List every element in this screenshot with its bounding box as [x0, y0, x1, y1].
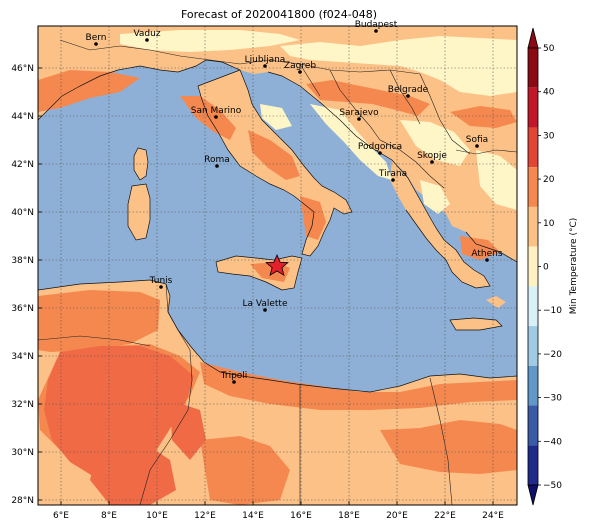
city-label: La Valette	[243, 299, 288, 309]
colorbar-tick-label: 0	[543, 263, 549, 273]
lat-tick-label: 42°N	[11, 160, 34, 170]
lon-tick-label: 24°E	[482, 511, 504, 521]
city-dot	[263, 308, 267, 312]
lat-tick-label: 38°N	[11, 256, 34, 266]
colorbar-extend-top	[527, 27, 539, 49]
lat-tick-label: 28°N	[11, 496, 34, 506]
city-dot	[357, 117, 361, 121]
city-label: Athens	[471, 249, 502, 259]
colorbar-segment	[528, 87, 538, 128]
city-label: Skopje	[417, 151, 447, 161]
map-frame	[37, 25, 518, 506]
city-label: Sarajevo	[339, 108, 379, 118]
graticule	[38, 26, 517, 505]
colorbar-tick-label: 50	[543, 44, 555, 54]
colorbar-tick-label: −50	[543, 481, 562, 491]
lon-tick-label: 10°E	[146, 511, 168, 521]
map-area	[38, 26, 517, 505]
city-label: Belgrade	[388, 85, 429, 95]
city-dot	[263, 64, 267, 68]
colorbar-tick-label: 10	[543, 219, 555, 229]
colorbar-segment	[528, 246, 538, 287]
longitude-labels: 6°E 8°E 10°E 12°E 14°E 16°E 18°E 20°E 22°E 24°E	[53, 501, 504, 521]
colorbar-tick-label: −40	[543, 437, 562, 447]
city-dot	[94, 42, 98, 46]
colorbar-extend-bottom	[527, 484, 539, 506]
colorbar-segment	[528, 445, 538, 485]
latitude-labels: 46°N 44°N 42°N 40°N 38°N 36°N 34°N 32°N 30°N 28°N	[11, 64, 42, 506]
colorbar-tick-label: −10	[543, 306, 562, 316]
city-dot	[232, 380, 236, 384]
city-dot	[378, 151, 382, 155]
lon-tick-label: 14°E	[242, 511, 264, 521]
lat-tick-label: 34°N	[11, 352, 34, 362]
colorbar-tick-label: 30	[543, 131, 555, 141]
lon-tick-label: 12°E	[194, 511, 216, 521]
lat-tick-label: 30°N	[11, 448, 34, 458]
city-dot	[374, 29, 378, 33]
city-label: Zagreb	[284, 61, 316, 71]
lon-tick-label: 16°E	[290, 511, 312, 521]
city-dot	[215, 164, 219, 168]
city-label: Bern	[86, 33, 107, 43]
city-dot	[485, 258, 489, 262]
colorbar-segment	[528, 286, 538, 327]
city-dot	[430, 160, 434, 164]
colorbar-tick-label: −20	[543, 350, 562, 360]
greece-land	[390, 160, 490, 288]
aegean-island	[486, 296, 506, 308]
lon-tick-label: 18°E	[338, 511, 360, 521]
colorbar-segment	[528, 127, 538, 168]
colorbar-segment	[528, 48, 538, 88]
colorbar-segment	[528, 206, 538, 247]
city-label: Budapest	[355, 20, 398, 30]
colorbar-segment	[528, 405, 538, 446]
city-dot	[475, 144, 479, 148]
lon-tick-label: 22°E	[434, 511, 456, 521]
lon-tick-label: 8°E	[101, 511, 117, 521]
city-label: Podgorica	[358, 142, 402, 152]
lon-tick-label: 20°E	[386, 511, 408, 521]
country-borders	[38, 39, 517, 505]
colorbar-tick-label: −30	[543, 394, 562, 404]
colorbar-segment	[528, 326, 538, 366]
city-dot	[214, 115, 218, 119]
city-label: Tunis	[149, 276, 173, 286]
city-label: Tripoli	[220, 371, 248, 381]
map-title: Forecast of 2020041800 (f024-048)	[181, 8, 377, 21]
sardinia-land	[128, 184, 150, 240]
lat-tick-label: 40°N	[11, 208, 34, 218]
city-dot	[145, 38, 149, 42]
colorbar-tick-label: 20	[543, 175, 555, 185]
city-dot	[406, 94, 410, 98]
city-label: Roma	[204, 155, 230, 165]
coastlines	[38, 59, 517, 393]
city-label: Vaduz	[133, 29, 160, 39]
temperature-band-30-40	[44, 346, 206, 505]
crete-land	[450, 318, 502, 330]
colorbar-segment	[528, 167, 538, 207]
city-dot	[391, 178, 395, 182]
city-dot	[298, 70, 302, 74]
city-label: Ljubljana	[245, 55, 286, 65]
lat-tick-label: 32°N	[11, 400, 34, 410]
city-dot	[159, 285, 163, 289]
lon-tick-label: 6°E	[53, 511, 69, 521]
colorbar-segment	[528, 365, 538, 406]
colorbar-label: Min Temperature (°C)	[569, 218, 579, 315]
red-star-icon	[265, 253, 289, 277]
city-label: San Marino	[191, 106, 242, 116]
city-label: Sofia	[466, 135, 488, 145]
temperature-band-0-10	[120, 30, 517, 214]
colorbar: 50 40 30 20 10 0 −10 −20 −30 −40 −50	[527, 27, 562, 506]
lat-tick-label: 36°N	[11, 304, 34, 314]
colorbar-tick-label: 40	[543, 88, 555, 98]
city-label: Tirana	[378, 169, 407, 179]
lat-tick-label: 44°N	[11, 112, 34, 122]
lat-tick-label: 46°N	[11, 64, 34, 74]
